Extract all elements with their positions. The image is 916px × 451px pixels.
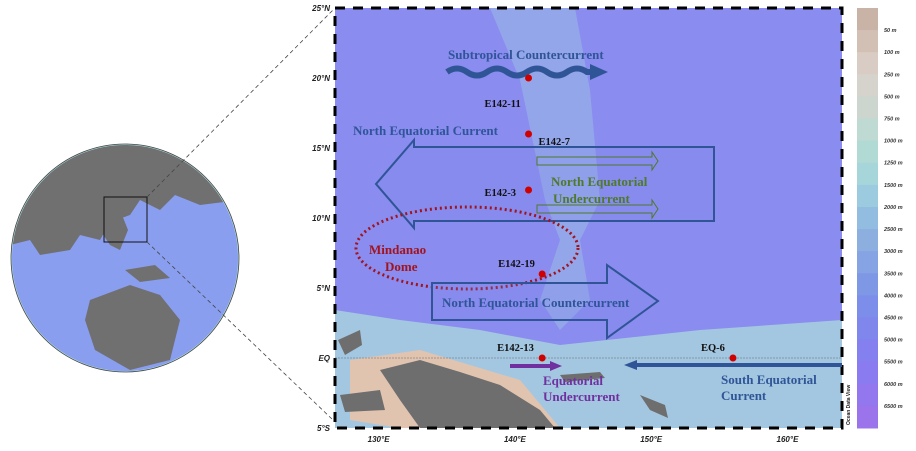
colorbar-segment bbox=[857, 206, 878, 230]
islands-landmass bbox=[560, 372, 668, 418]
colorbar-segment bbox=[857, 140, 878, 164]
sec-label-2: Current bbox=[721, 388, 767, 403]
colorbar-segment bbox=[857, 229, 878, 252]
colorbar-segment bbox=[857, 361, 878, 385]
lat-tick-label: EQ bbox=[318, 354, 330, 363]
colorbar-label: 5500 m bbox=[884, 360, 903, 366]
colorbar-label: 4000 m bbox=[883, 293, 903, 299]
necc-arrow bbox=[431, 263, 660, 340]
sec-label-1: South Equatorial bbox=[721, 372, 817, 387]
station-marker bbox=[525, 186, 533, 194]
lat-tick-label: 5°S bbox=[317, 424, 331, 433]
colorbar-label: 2500 m bbox=[883, 227, 903, 233]
station-label: E142-3 bbox=[485, 188, 516, 199]
colorbar-label: 3500 m bbox=[884, 271, 903, 277]
station-label: E142-13 bbox=[497, 343, 534, 354]
neuc-label-2: Undercurrent bbox=[553, 191, 630, 206]
colorbar-label: 750 m bbox=[884, 117, 900, 123]
islands-landmass bbox=[338, 330, 385, 412]
station-marker bbox=[525, 74, 533, 82]
lat-tick-label: 25°N bbox=[311, 4, 330, 13]
colorbar-label: 50 m bbox=[884, 28, 897, 34]
colorbar-label: 3000 m bbox=[884, 249, 903, 255]
colorbar-label: 5000 m bbox=[884, 338, 903, 344]
colorbar-segment bbox=[857, 30, 878, 53]
station-marker bbox=[538, 354, 546, 362]
lat-tick-label: 5°N bbox=[317, 284, 331, 293]
stcc-label: Subtropical Countercurrent bbox=[448, 47, 604, 62]
station-label: E142-11 bbox=[485, 99, 521, 110]
station-label: E142-7 bbox=[539, 137, 571, 148]
neuc-label-1: North Equatorial bbox=[551, 174, 648, 189]
station-marker bbox=[729, 354, 737, 362]
zoom-line-bottom bbox=[146, 241, 334, 421]
colorbar-segment bbox=[857, 339, 878, 363]
colorbar-label: 250 m bbox=[883, 72, 900, 78]
station-label: EQ-6 bbox=[701, 343, 725, 354]
lat-tick-label: 15°N bbox=[312, 144, 330, 153]
colorbar-segment bbox=[857, 74, 878, 97]
colorbar-segment bbox=[857, 184, 878, 208]
colorbar-segment bbox=[857, 52, 878, 75]
colorbar-segment bbox=[857, 162, 878, 186]
mindanao-dome-ellipse bbox=[354, 205, 580, 291]
globe-inset bbox=[11, 144, 239, 372]
colorbar-label: 500 m bbox=[884, 94, 900, 100]
lon-tick-label: 140°E bbox=[504, 435, 527, 444]
colorbar-label: 4500 m bbox=[883, 315, 903, 321]
southeast-asia-landmass bbox=[95, 210, 128, 250]
colorbar-label: 100 m bbox=[884, 50, 900, 56]
lon-tick-label: 130°E bbox=[368, 435, 391, 444]
necc-label: North Equatorial Countercurrent bbox=[442, 295, 630, 310]
euc-label-2: Undercurrent bbox=[543, 389, 620, 404]
colorbar-segment bbox=[857, 273, 878, 296]
odv-watermark: Ocean Data View bbox=[846, 385, 852, 425]
new-guinea-landmass bbox=[125, 265, 170, 282]
euc-label-1: Equatorial bbox=[543, 373, 603, 388]
neuc-arrow-bottom bbox=[536, 198, 659, 220]
colorbar-label: 1000 m bbox=[884, 139, 903, 145]
study-area-box bbox=[103, 196, 148, 243]
station-marker bbox=[525, 130, 533, 138]
lon-tick-label: 150°E bbox=[640, 435, 663, 444]
colorbar-label: 1250 m bbox=[884, 161, 903, 167]
colorbar-segment bbox=[857, 8, 878, 31]
australia-landmass bbox=[85, 285, 180, 370]
colorbar-label: 2000 m bbox=[883, 205, 903, 211]
station-label: E142-19 bbox=[498, 259, 535, 270]
zoom-line-top bbox=[146, 9, 334, 198]
colorbar-segment bbox=[857, 383, 878, 407]
nec-arrow bbox=[374, 137, 715, 231]
map-frame bbox=[333, 6, 844, 430]
colorbar-segment bbox=[857, 295, 878, 318]
neuc-arrow-top bbox=[536, 150, 659, 172]
lon-tick-label: 160°E bbox=[777, 435, 800, 444]
colorbar-label: 1500 m bbox=[884, 183, 903, 189]
depth-colorbar: 50 m 100 m 250 m 500 m 750 m 1000 m 1250 m 1500… bbox=[857, 8, 903, 429]
stcc-arrow bbox=[445, 65, 590, 79]
lat-tick-label: 10°N bbox=[312, 214, 330, 223]
colorbar-segment bbox=[857, 96, 878, 120]
colorbar-label: 6500 m bbox=[884, 404, 903, 410]
colorbar-label: 6000 m bbox=[884, 382, 903, 388]
colorbar-segment bbox=[857, 118, 878, 142]
colorbar-segment bbox=[857, 405, 878, 429]
station-marker bbox=[538, 270, 546, 278]
nec-label: North Equatorial Current bbox=[353, 123, 499, 138]
colorbar-segment bbox=[857, 317, 878, 341]
md-label-1: Mindanao bbox=[369, 242, 426, 257]
colorbar-segment bbox=[857, 251, 878, 274]
md-label-2: Dome bbox=[385, 259, 418, 274]
new-guinea-landmass bbox=[380, 360, 555, 428]
lat-tick-label: 20°N bbox=[311, 74, 330, 83]
